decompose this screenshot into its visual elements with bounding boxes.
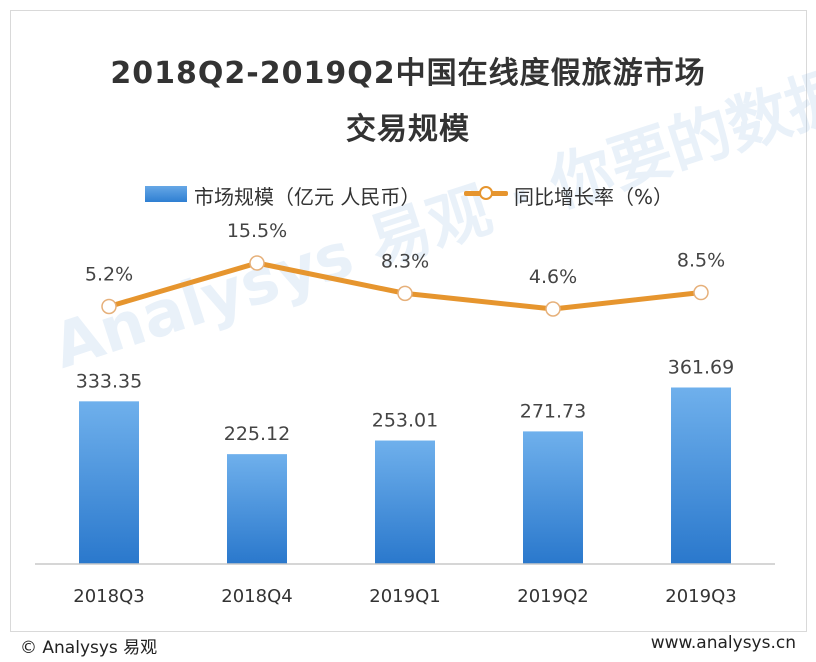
bar-value-label: 271.73 [520, 400, 586, 422]
bar-2019Q3 [671, 387, 731, 564]
legend-line-label: 同比增长率（%） [514, 185, 674, 209]
legend-bar-label: 市场规模（亿元 人民币） [194, 185, 421, 209]
bar-value-label: 225.12 [224, 423, 290, 445]
line-value-label: 5.2% [85, 263, 133, 285]
bar-2019Q1 [375, 440, 435, 564]
bar-2019Q2 [523, 431, 583, 564]
x-tick-label: 2018Q3 [73, 586, 144, 607]
footer-url: www.analysys.cn [650, 633, 796, 653]
line-value-label: 4.6% [529, 266, 577, 288]
bar-2018Q3 [79, 401, 139, 564]
bar-value-label: 253.01 [372, 410, 438, 432]
line-point [693, 284, 709, 301]
chart-title-line1: 2018Q2-2019Q2中国在线度假旅游市场 [110, 56, 706, 91]
x-tick-label: 2019Q3 [665, 586, 736, 607]
chart-title-line2: 交易规模 [346, 112, 470, 147]
line-value-label: 8.5% [677, 250, 725, 272]
footer-copyright: © Analysys 易观 [20, 638, 158, 658]
legend-bar-swatch [145, 186, 187, 202]
x-tick-label: 2019Q1 [369, 586, 440, 607]
line-point [249, 255, 265, 271]
line-point [397, 285, 413, 302]
line-point [545, 301, 561, 317]
x-tick-label: 2018Q4 [221, 586, 292, 607]
line-value-label: 8.3% [381, 250, 429, 272]
bar-value-label: 361.69 [668, 356, 734, 378]
line-point [101, 298, 117, 315]
x-tick-label: 2019Q2 [517, 586, 588, 607]
line-value-label: 15.5% [227, 220, 287, 242]
legend-line-marker [479, 186, 493, 200]
bar-2018Q4 [227, 454, 287, 564]
bar-value-label: 333.35 [76, 370, 142, 392]
